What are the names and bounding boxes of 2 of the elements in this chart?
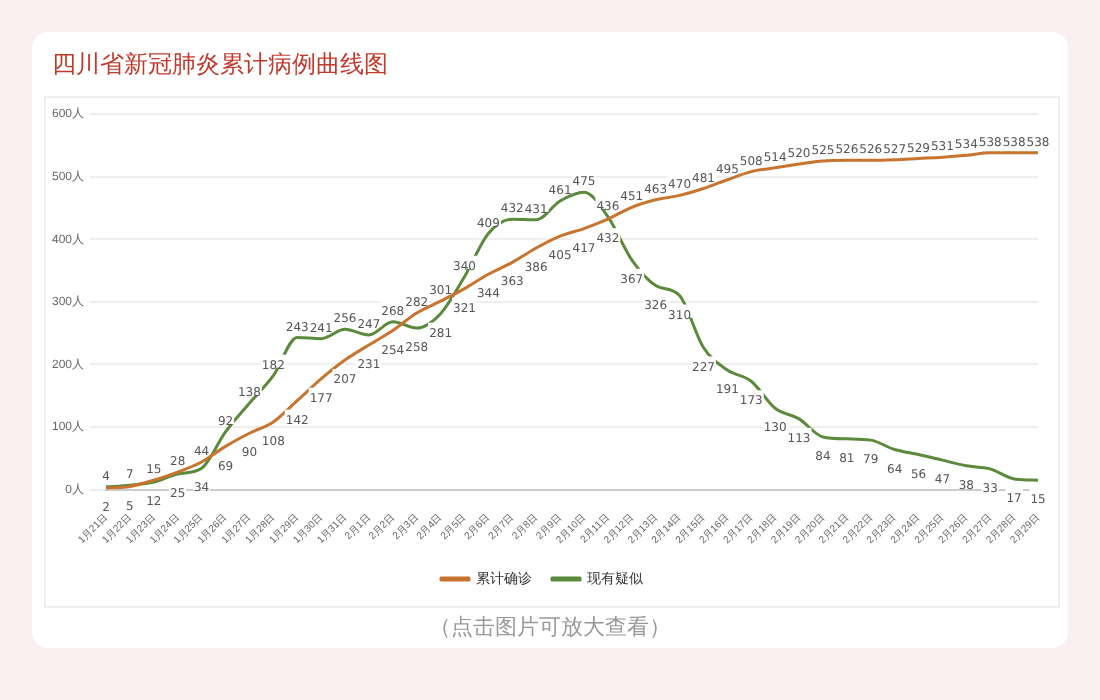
text: （点击图片可放大查看） <box>427 612 673 642</box>
chart-title: 四川省新冠肺炎累计病例曲线图 <box>52 48 388 82</box>
